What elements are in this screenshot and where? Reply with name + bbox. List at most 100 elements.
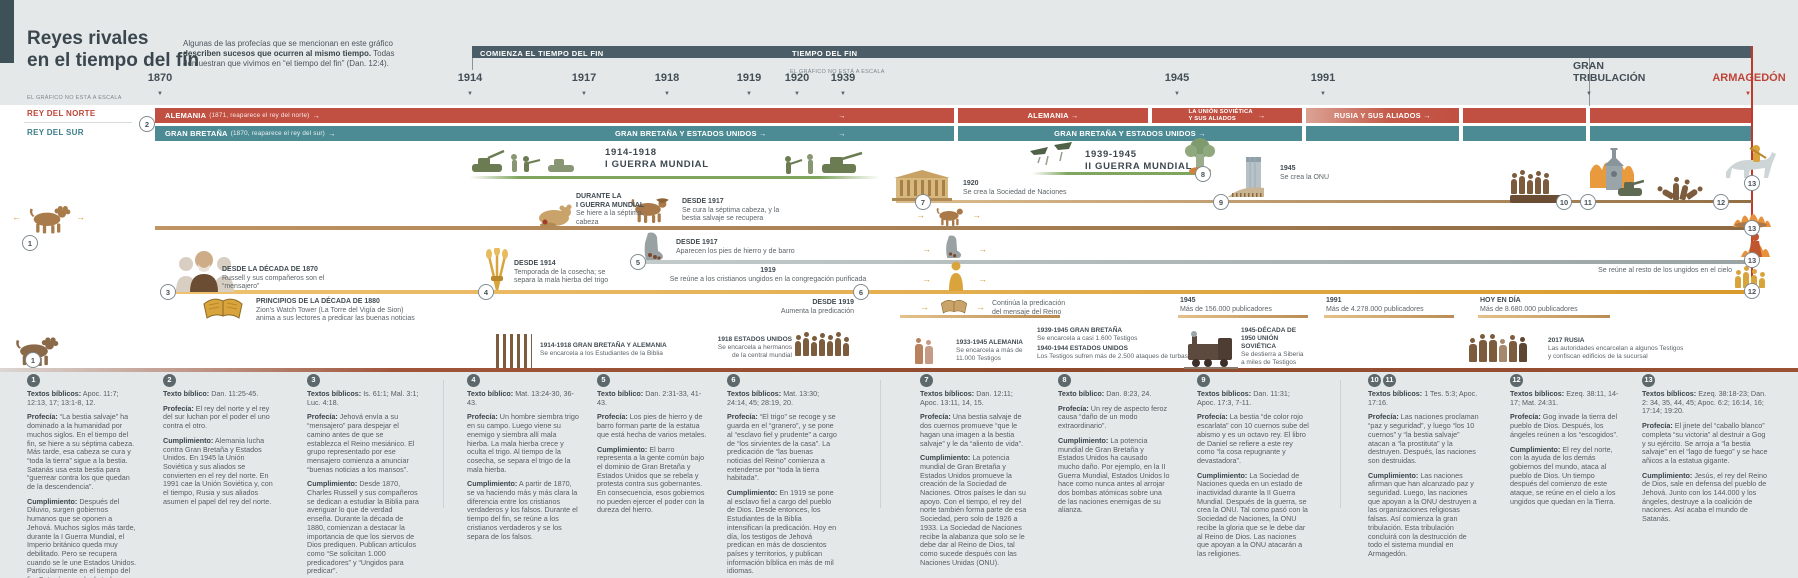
note-fulfillment-text: Desde 1870, Charles Russell y sus compañ…	[307, 479, 419, 576]
note-fulfillment: Cumplimiento: El rey del norte, con la a…	[1510, 444, 1622, 507]
note-scriptures: Textos bíblicos: Ezeq. 38:11, 14-17; Mat…	[1510, 389, 1622, 407]
note-scriptures-label: Texto bíblico:	[467, 389, 514, 398]
marker-circle-13: 13	[1744, 175, 1760, 191]
annotation-title: 1945	[1180, 297, 1196, 304]
king-of-north-label: REY DEL NORTE	[27, 109, 96, 118]
year-label: 1939	[830, 72, 856, 84]
note-column: 2 Texto bíblico: Dan. 11:25-45. Profecía: …	[163, 374, 275, 512]
note-prophecy: Profecía: “La bestia salvaje” ha dominad…	[27, 413, 139, 491]
annotation-feet-1917: DESDE 1917 Aparecen los pies de hierro y…	[676, 239, 816, 256]
note-scriptures: Texto bíblico: Dan. 8:23, 24.	[1058, 389, 1170, 399]
annotation-publishers-1945: 1945 Más de 156.000 publicadores	[1180, 297, 1280, 314]
annotation-body: Más de 8.680.000 publicadores	[1480, 305, 1578, 313]
note-prophecy-label: Profecía:	[597, 412, 628, 422]
not-to-scale-note: EL GRÁFICO NO ESTÁ A ESCALA	[790, 69, 885, 75]
note-number-badge: 7	[920, 374, 933, 387]
note-scriptures-text: 1 Tes. 5:3; Apoc. 17:16.	[1368, 389, 1478, 407]
beast-illustration	[936, 208, 963, 226]
persecution-entry: 1945-DÉCADA DE 1950 UNIÓN SOVIÉTICA Se d…	[1241, 327, 1305, 367]
note-number-row: 13	[1642, 374, 1770, 390]
arrow-right-icon: →	[916, 210, 925, 220]
burning-church-and-tank-illustration	[1590, 148, 1644, 196]
league-of-nations-building-illustration	[892, 170, 952, 201]
annotation-body: Se crea la ONU	[1280, 173, 1330, 181]
marker-circle-9: 9	[1213, 194, 1229, 210]
persecution-body: Se encarcela a más de 11.000 Testigos	[956, 347, 1023, 362]
annotation-publishers-1991: 1991 Más de 4.278.000 publicadores	[1326, 297, 1426, 314]
arrow-right-icon: →	[838, 129, 846, 138]
wwi-battle-illustration	[785, 151, 863, 174]
intro-post: Todas demuestran que vivimos en “el tiem…	[183, 49, 395, 68]
arrow-right-icon: →	[978, 244, 987, 254]
note-scriptures: Textos bíblicos: Mat. 13:30; 24:14, 45; …	[727, 389, 839, 407]
year-label: 1920	[784, 72, 810, 84]
annotation-body: Se reúne a los cristianos ungidos en la …	[669, 275, 867, 283]
note-scriptures: Textos bíblicos: 1 Tes. 5:3; Apoc. 17:16…	[1368, 389, 1480, 407]
bar-label: GRAN BRETAÑA	[165, 129, 228, 138]
wheat-bundle-illustration	[486, 248, 508, 291]
bar-label-anglo-america: GRAN BRETAÑA Y ESTADOS UNIDOS →	[615, 129, 767, 138]
note-prophecy-text: El jinete del “caballo blanco” completa …	[1642, 421, 1768, 465]
note-number-badge: 12	[1510, 374, 1523, 387]
annotation-remaining-anointed: Se reúne al resto de los ungidos en el c…	[1592, 267, 1732, 276]
annotation-body: Temporada de la cosecha; se separa la ma…	[514, 268, 609, 285]
note-number-badge: 1	[27, 374, 40, 387]
leader-line-1914	[472, 58, 473, 70]
marker-circle-1: 1	[22, 235, 38, 251]
note-prophecy: Profecía: Una bestia salvaje de dos cuer…	[920, 413, 1032, 448]
note-scriptures-label: Textos bíblicos:	[307, 389, 362, 398]
note-number-badge: 8	[1058, 374, 1071, 387]
year-label: 1917	[571, 72, 597, 84]
wwi-years: 1914-1918	[605, 147, 657, 158]
note-fulfillment-text: El rey del norte, con la ayuda de los de…	[1510, 444, 1616, 506]
title-line-1: Reyes rivales	[27, 28, 149, 49]
note-fulfillment-label: Cumplimiento:	[1642, 470, 1693, 480]
wwi-ground-line	[470, 176, 880, 179]
notes-divider	[880, 380, 881, 508]
note-scriptures-label: Texto bíblico:	[597, 389, 644, 398]
arrow-right-icon: →	[76, 212, 85, 222]
annotation-title: DURANTE LA	[576, 193, 622, 200]
marker-circle-10: 10	[1556, 194, 1572, 210]
year-tick: ▼	[1586, 91, 1592, 97]
annotation-title: 1945	[1280, 165, 1296, 172]
persecution-body: Se encarcela a hermanos de la central mu…	[717, 344, 792, 359]
note-prophecy-label: Profecía:	[27, 412, 58, 422]
marker-circle-1: 1	[25, 352, 41, 368]
note-scriptures-label: Textos bíblicos:	[1642, 389, 1697, 398]
note-column: 12 Textos bíblicos: Ezeq. 38:11, 14-17; M…	[1510, 374, 1622, 512]
annotation-body: Más de 4.278.000 publicadores	[1326, 305, 1424, 313]
prison-bars-illustration	[496, 334, 532, 368]
armageddon-tick: ▼	[1745, 91, 1751, 97]
bar-south-continued	[1306, 126, 1459, 141]
king-of-south-label: REY DEL SUR	[27, 128, 84, 137]
note-prophecy: Profecía: “El trigo” se recoge y se guar…	[727, 413, 839, 483]
anointed-one-illustration	[949, 261, 963, 291]
imprisoned-brothers-crowd-illustration	[794, 330, 850, 356]
annotation-title: 1919	[760, 267, 776, 274]
note-fulfillment-text: En 1919 se pone al esclavo fiel a cargo …	[727, 488, 837, 576]
note-number-row: 3	[307, 374, 419, 390]
arrow-right-icon: →	[312, 111, 321, 120]
note-fulfillment-text: Alemania lucha contra Gran Bretaña y Est…	[163, 435, 273, 506]
annotation-publishers-today: HOY EN DÍA Más de 8.680.000 publicadores	[1480, 297, 1580, 314]
annotation-messenger-1870s: DESDE LA DÉCADA DE 1870 Russell y sus co…	[222, 266, 357, 292]
note-fulfillment-text: Las naciones afirman que han alcanzado p…	[1368, 470, 1477, 558]
note-scriptures-label: Textos bíblicos:	[1510, 389, 1565, 398]
note-prophecy: Profecía: Un hombre siembra trigo en su …	[467, 413, 579, 474]
header-time-of-end-label: TIEMPO DEL FIN	[792, 48, 858, 58]
persecution-title: 1933-1945 ALEMANIA	[956, 339, 1023, 346]
note-number-badge: 4	[467, 374, 480, 387]
annotation-head-wounded: DURANTE LA I GUERRA MUNDIAL Se hiere a l…	[576, 193, 654, 227]
annotation-title: 1991	[1326, 297, 1342, 304]
note-fulfillment: Cumplimiento: La Sociedad de Naciones qu…	[1197, 471, 1309, 559]
annotation-title: PRINCIPIOS DE LA DÉCADA DE 1880	[256, 298, 380, 305]
note-scriptures: Textos bíblicos: Ezeq. 38:18-23; Dan. 2:…	[1642, 389, 1770, 416]
note-number-row: 10 11	[1368, 374, 1480, 390]
un-headquarters-illustration	[1228, 157, 1264, 197]
note-number-row: 6	[727, 374, 839, 390]
year-tick: ▼	[1320, 91, 1326, 97]
annotation-harvest-1914: DESDE 1914 Temporada de la cosecha; se s…	[514, 260, 610, 286]
year-label: 1991	[1310, 72, 1336, 84]
marker-circle-7: 7	[915, 194, 931, 210]
